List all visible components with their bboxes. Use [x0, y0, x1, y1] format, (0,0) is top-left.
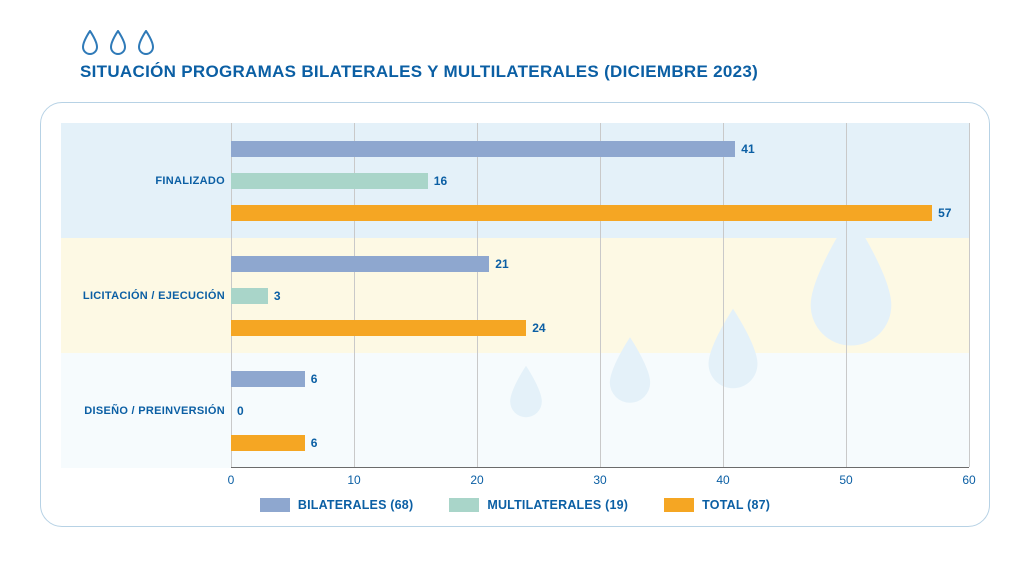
water-drop-icon [136, 30, 156, 56]
bar-value-label: 16 [434, 174, 447, 188]
legend-item-bilaterales: BILATERALES (68) [260, 498, 413, 512]
gridline [723, 123, 724, 467]
legend-item-total: TOTAL (87) [664, 498, 770, 512]
legend-swatch [449, 498, 479, 512]
legend-label: BILATERALES (68) [298, 498, 413, 512]
x-axis-tick: 0 [228, 473, 235, 487]
water-drop-icon [80, 30, 100, 56]
chart-panel: FINALIZADO LICITACIÓN / EJECUCIÓN DISEÑO /… [40, 102, 990, 527]
page-header: SITUACIÓN PROGRAMAS BILATERALES Y MULTIL… [0, 0, 1030, 82]
gridline [477, 123, 478, 467]
water-drop-icon [108, 30, 128, 56]
legend-item-multilaterales: MULTILATERALES (19) [449, 498, 628, 512]
bar-value-label: 41 [741, 142, 754, 156]
background-drop-icon [604, 335, 654, 405]
water-drop-icon-row [80, 30, 1030, 56]
bar-total [231, 320, 526, 336]
bar-value-label: 0 [237, 404, 244, 418]
legend-label: TOTAL (87) [702, 498, 770, 512]
bar-value-label: 57 [938, 206, 951, 220]
legend-swatch [664, 498, 694, 512]
chart-plot-area: FINALIZADO LICITACIÓN / EJECUCIÓN DISEÑO /… [61, 123, 969, 468]
bar-total [231, 435, 305, 451]
bar-value-label: 24 [532, 321, 545, 335]
bar-total [231, 205, 932, 221]
x-axis-tick: 30 [593, 473, 606, 487]
bar-bilaterales [231, 371, 305, 387]
chart-legend: BILATERALES (68) MULTILATERALES (19) TOT… [61, 498, 969, 512]
category-label: DISEÑO / PREINVERSIÓN [65, 405, 225, 417]
gridline [600, 123, 601, 467]
gridline [969, 123, 970, 467]
bar-axis-box: 0 10 20 30 40 50 60 41 16 57 21 3 24 6 0… [231, 123, 969, 468]
x-axis-tick: 50 [839, 473, 852, 487]
background-drop-icon [702, 306, 763, 391]
bar-bilaterales [231, 256, 489, 272]
bar-value-label: 6 [311, 436, 318, 450]
gridline [846, 123, 847, 467]
bar-multilaterales [231, 173, 428, 189]
legend-swatch [260, 498, 290, 512]
x-axis-tick: 10 [347, 473, 360, 487]
y-axis-labels: FINALIZADO LICITACIÓN / EJECUCIÓN DISEÑO /… [61, 123, 231, 468]
x-axis-tick: 60 [962, 473, 975, 487]
category-label: FINALIZADO [65, 175, 225, 187]
category-label: LICITACIÓN / EJECUCIÓN [65, 290, 225, 302]
legend-label: MULTILATERALES (19) [487, 498, 628, 512]
background-drop-icon [506, 364, 546, 419]
x-axis-tick: 40 [716, 473, 729, 487]
bar-bilaterales [231, 141, 735, 157]
background-drop-icon [801, 210, 902, 350]
x-axis-tick: 20 [470, 473, 483, 487]
bar-value-label: 3 [274, 289, 281, 303]
bar-multilaterales [231, 288, 268, 304]
bar-value-label: 21 [495, 257, 508, 271]
bar-value-label: 6 [311, 372, 318, 386]
page-title: SITUACIÓN PROGRAMAS BILATERALES Y MULTIL… [80, 62, 1030, 82]
